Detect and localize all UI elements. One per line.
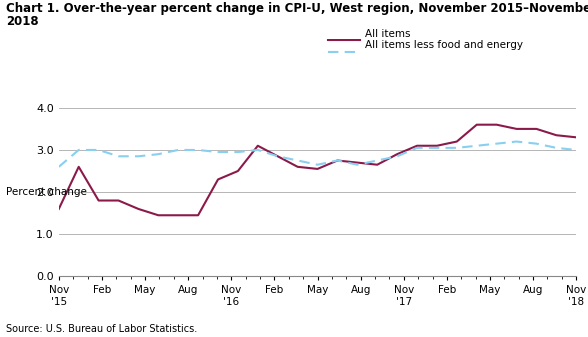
All items <box>254 144 261 148</box>
All items <box>75 165 82 169</box>
All items less food and energy <box>493 142 500 146</box>
All items less food and energy <box>55 165 62 169</box>
All items less food and energy <box>533 142 540 146</box>
All items less food and energy <box>513 140 520 144</box>
All items less food and energy <box>413 146 420 150</box>
All items <box>553 133 560 137</box>
All items less food and energy <box>393 154 400 158</box>
All items less food and energy <box>274 154 281 158</box>
All items <box>433 144 440 148</box>
All items <box>513 127 520 131</box>
All items less food and energy <box>334 158 341 162</box>
All items less food and energy <box>115 154 122 158</box>
All items less food and energy <box>195 148 202 152</box>
All items less food and energy <box>175 148 182 152</box>
Text: All items: All items <box>365 29 410 39</box>
All items less food and energy <box>155 152 162 156</box>
All items <box>155 213 162 217</box>
All items less food and energy <box>553 146 560 150</box>
All items less food and energy <box>294 158 301 162</box>
All items less food and energy <box>215 150 222 154</box>
All items <box>55 207 62 211</box>
All items <box>115 198 122 203</box>
All items less food and energy <box>314 163 321 167</box>
All items <box>235 169 242 173</box>
All items <box>314 167 321 171</box>
All items less food and energy <box>354 163 361 167</box>
All items less food and energy <box>573 148 580 152</box>
Text: Percent change: Percent change <box>6 187 87 197</box>
All items less food and energy <box>374 158 381 162</box>
Line: All items: All items <box>59 125 576 215</box>
All items less food and energy <box>95 148 102 152</box>
All items <box>135 207 142 211</box>
Text: Source: U.S. Bureau of Labor Statistics.: Source: U.S. Bureau of Labor Statistics. <box>6 324 197 334</box>
All items <box>215 178 222 182</box>
All items less food and energy <box>75 148 82 152</box>
All items <box>453 140 460 144</box>
All items less food and energy <box>473 144 480 148</box>
All items <box>533 127 540 131</box>
All items <box>413 144 420 148</box>
Text: 2018: 2018 <box>6 15 38 28</box>
Text: All items less food and energy: All items less food and energy <box>365 40 523 51</box>
All items less food and energy <box>135 154 142 158</box>
All items <box>95 198 102 203</box>
All items less food and energy <box>254 148 261 152</box>
All items less food and energy <box>235 150 242 154</box>
All items <box>473 123 480 127</box>
All items less food and energy <box>433 146 440 150</box>
All items <box>334 158 341 162</box>
All items <box>175 213 182 217</box>
All items <box>195 213 202 217</box>
All items less food and energy <box>453 146 460 150</box>
Line: All items less food and energy: All items less food and energy <box>59 142 576 167</box>
All items <box>374 163 381 167</box>
Text: Chart 1. Over-the-year percent change in CPI-U, West region, November 2015–Novem: Chart 1. Over-the-year percent change in… <box>6 2 588 15</box>
All items <box>573 135 580 140</box>
All items <box>393 152 400 156</box>
All items <box>294 165 301 169</box>
All items <box>354 161 361 165</box>
All items <box>274 154 281 158</box>
All items <box>493 123 500 127</box>
